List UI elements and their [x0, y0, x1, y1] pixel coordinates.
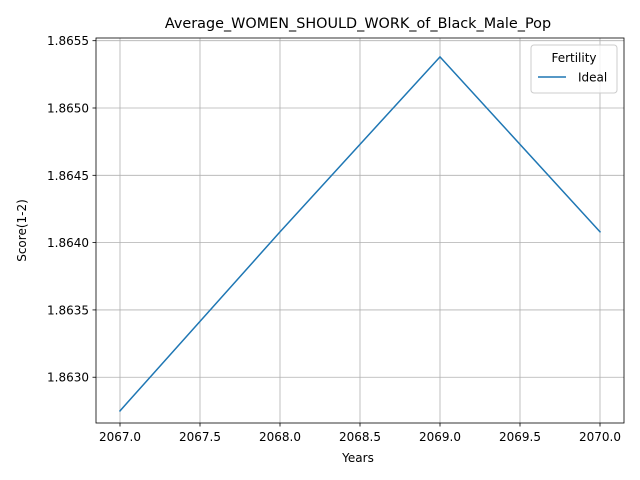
y-tick-label: 1.8630 — [47, 371, 89, 385]
y-axis-label: Score(1-2) — [15, 199, 29, 262]
legend: Fertility Ideal — [530, 44, 618, 94]
x-tick-label: 2068.0 — [259, 430, 301, 444]
y-tick-label: 1.8650 — [47, 102, 89, 116]
y-tick-label: 1.8655 — [47, 34, 89, 48]
tick-layer: 2067.0 2067.5 2068.0 2068.5 2069.0 2069.5 2070… — [47, 34, 621, 444]
series-layer — [118, 56, 602, 412]
legend-title: Fertility — [551, 51, 596, 65]
y-tick-label: 1.8640 — [47, 236, 89, 250]
legend-label-ideal: Ideal — [578, 71, 607, 85]
x-tick-label: 2070.0 — [579, 430, 621, 444]
y-tick-label: 1.8645 — [47, 169, 89, 183]
series-line-ideal — [118, 56, 602, 412]
x-tick-label: 2067.0 — [99, 430, 141, 444]
x-tick-label: 2067.5 — [179, 430, 221, 444]
x-tick-label: 2069.0 — [419, 430, 461, 444]
x-tick-label: 2068.5 — [339, 430, 381, 444]
grid-lines — [96, 38, 624, 423]
chart-title: Average_WOMEN_SHOULD_WORK_of_Black_Male_… — [165, 16, 551, 32]
x-axis-label: Years — [341, 451, 374, 465]
legend-box — [530, 44, 618, 94]
x-tick-label: 2069.5 — [499, 430, 541, 444]
y-tick-label: 1.8635 — [47, 303, 89, 317]
